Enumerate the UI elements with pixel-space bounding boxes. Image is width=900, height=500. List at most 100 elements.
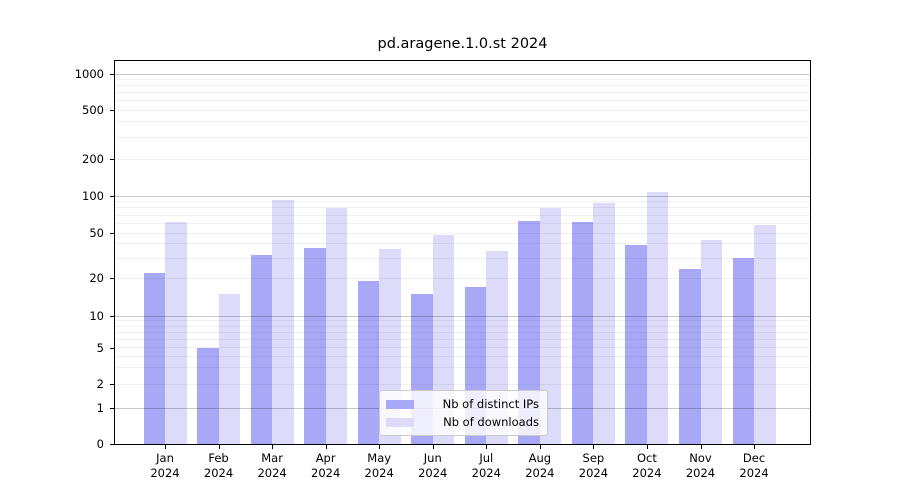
bar-mar-downloads <box>272 199 294 444</box>
y-tick-label-1: 1 <box>96 401 104 415</box>
y-tick-mark-100 <box>110 196 115 197</box>
gridline-50 <box>115 232 810 234</box>
gridline-70 <box>115 214 810 216</box>
y-tick-label-200: 200 <box>82 152 104 166</box>
y-tick-label-50: 50 <box>89 226 104 240</box>
x-tick-label-feb: Feb 2024 <box>203 451 234 480</box>
x-tick-mark-sep <box>593 445 595 449</box>
gridline-900 <box>115 78 810 80</box>
bar-nov-downloads <box>700 240 722 444</box>
y-tick-label-20: 20 <box>89 271 104 285</box>
gridline-80 <box>115 207 810 209</box>
bar-jan-downloads <box>165 222 187 444</box>
y-tick-label-5: 5 <box>96 340 104 355</box>
x-tick-mark-nov <box>700 445 702 449</box>
x-tick-mark-apr <box>325 445 327 449</box>
gridline-20 <box>115 277 810 279</box>
y-tick-label-0: 0 <box>96 437 104 451</box>
gridline-5 <box>115 347 810 348</box>
legend-entry-downloads: Nb of downloads <box>386 414 539 429</box>
gridline-6 <box>115 338 810 340</box>
x-tick-mark-feb <box>218 445 220 449</box>
bar-sep-downloads <box>593 203 615 444</box>
gridline-800 <box>115 85 810 87</box>
x-tick-label-jan: Jan 2024 <box>150 451 180 480</box>
x-tick-label-jun: Jun 2024 <box>418 451 448 480</box>
y-tick-label-1000: 1000 <box>74 67 104 81</box>
plot-area <box>114 60 811 445</box>
x-tick-mark-dec <box>754 445 756 449</box>
y-tick-mark-0 <box>110 444 115 445</box>
gridline-30 <box>115 257 810 259</box>
gridline-1000 <box>115 73 810 75</box>
x-tick-label-aug: Aug 2024 <box>525 451 555 480</box>
legend: Nb of distinct IPs Nb of downloads <box>379 390 548 436</box>
gridline-2 <box>115 383 810 385</box>
legend-label-distinct-ips: Nb of distinct IPs <box>442 396 539 411</box>
x-tick-mark-aug <box>539 445 541 449</box>
x-tick-label-dec: Dec 2024 <box>739 451 769 480</box>
x-tick-mark-oct <box>646 445 648 449</box>
gridline-10 <box>115 315 810 317</box>
gridline-3 <box>115 367 810 369</box>
y-tick-mark-1000 <box>110 74 115 75</box>
bar-mar-distinct-ips <box>250 254 273 444</box>
x-tick-label-sep: Sep 2024 <box>578 451 609 480</box>
downloads-swatch-icon <box>386 417 414 427</box>
gridline-600 <box>115 100 810 102</box>
bar-apr-distinct-ips <box>304 247 326 444</box>
x-tick-label-may: May 2024 <box>364 451 394 480</box>
bar-apr-downloads <box>325 207 348 444</box>
y-tick-mark-10 <box>110 316 115 317</box>
y-tick-mark-1 <box>110 408 115 409</box>
gridlines-layer <box>115 61 810 444</box>
gridline-100 <box>115 195 810 197</box>
x-tick-mark-jan <box>165 445 166 449</box>
gridline-7 <box>115 331 810 333</box>
gridline-200 <box>115 158 810 160</box>
gridline-40 <box>115 243 810 245</box>
y-tick-label-500: 500 <box>82 103 104 117</box>
gridline-500 <box>115 109 810 111</box>
x-tick-label-jul: Jul 2024 <box>471 451 501 480</box>
chart-title: pd.aragene.1.0.st 2024 <box>377 36 548 52</box>
bar-feb-downloads <box>218 293 241 444</box>
y-tick-mark-5 <box>110 347 115 349</box>
gridline-8 <box>115 325 810 327</box>
bar-oct-downloads <box>646 191 669 444</box>
x-tick-label-nov: Nov 2024 <box>685 451 716 480</box>
y-tick-mark-50 <box>110 233 115 234</box>
y-tick-mark-20 <box>110 278 115 279</box>
gridline-4 <box>115 355 810 357</box>
gridline-60 <box>115 222 810 224</box>
bar-may-distinct-ips <box>357 280 380 444</box>
bar-nov-distinct-ips <box>679 269 701 444</box>
bar-feb-distinct-ips <box>197 347 219 444</box>
x-tick-label-mar: Mar 2024 <box>257 451 287 480</box>
legend-label-downloads: Nb of downloads <box>443 414 539 429</box>
bar-sep-distinct-ips <box>571 221 594 444</box>
y-tick-mark-2 <box>110 384 115 385</box>
y-tick-label-10: 10 <box>89 309 104 323</box>
y-tick-label-2: 2 <box>96 377 104 391</box>
legend-entry-distinct-ips: Nb of distinct IPs <box>386 396 539 411</box>
bar-aug-distinct-ips <box>518 220 540 444</box>
gridline-700 <box>115 92 810 94</box>
bar-dec-downloads <box>754 225 776 444</box>
bar-oct-distinct-ips <box>625 245 647 444</box>
bar-dec-distinct-ips <box>732 258 755 444</box>
gridline-400 <box>115 121 810 123</box>
gridline-300 <box>115 136 810 138</box>
x-tick-label-apr: Apr 2024 <box>311 451 341 480</box>
gridline-9 <box>115 320 810 322</box>
gridline-90 <box>115 201 810 203</box>
y-tick-mark-500 <box>110 110 115 111</box>
y-tick-mark-200 <box>110 159 115 160</box>
bar-jan-distinct-ips <box>143 273 165 444</box>
distinct-ips-swatch-icon <box>386 399 414 409</box>
bar-aug-downloads <box>539 207 562 444</box>
x-tick-mark-jul <box>486 445 488 449</box>
x-tick-mark-may <box>379 445 381 449</box>
x-tick-label-oct: Oct 2024 <box>632 451 662 480</box>
